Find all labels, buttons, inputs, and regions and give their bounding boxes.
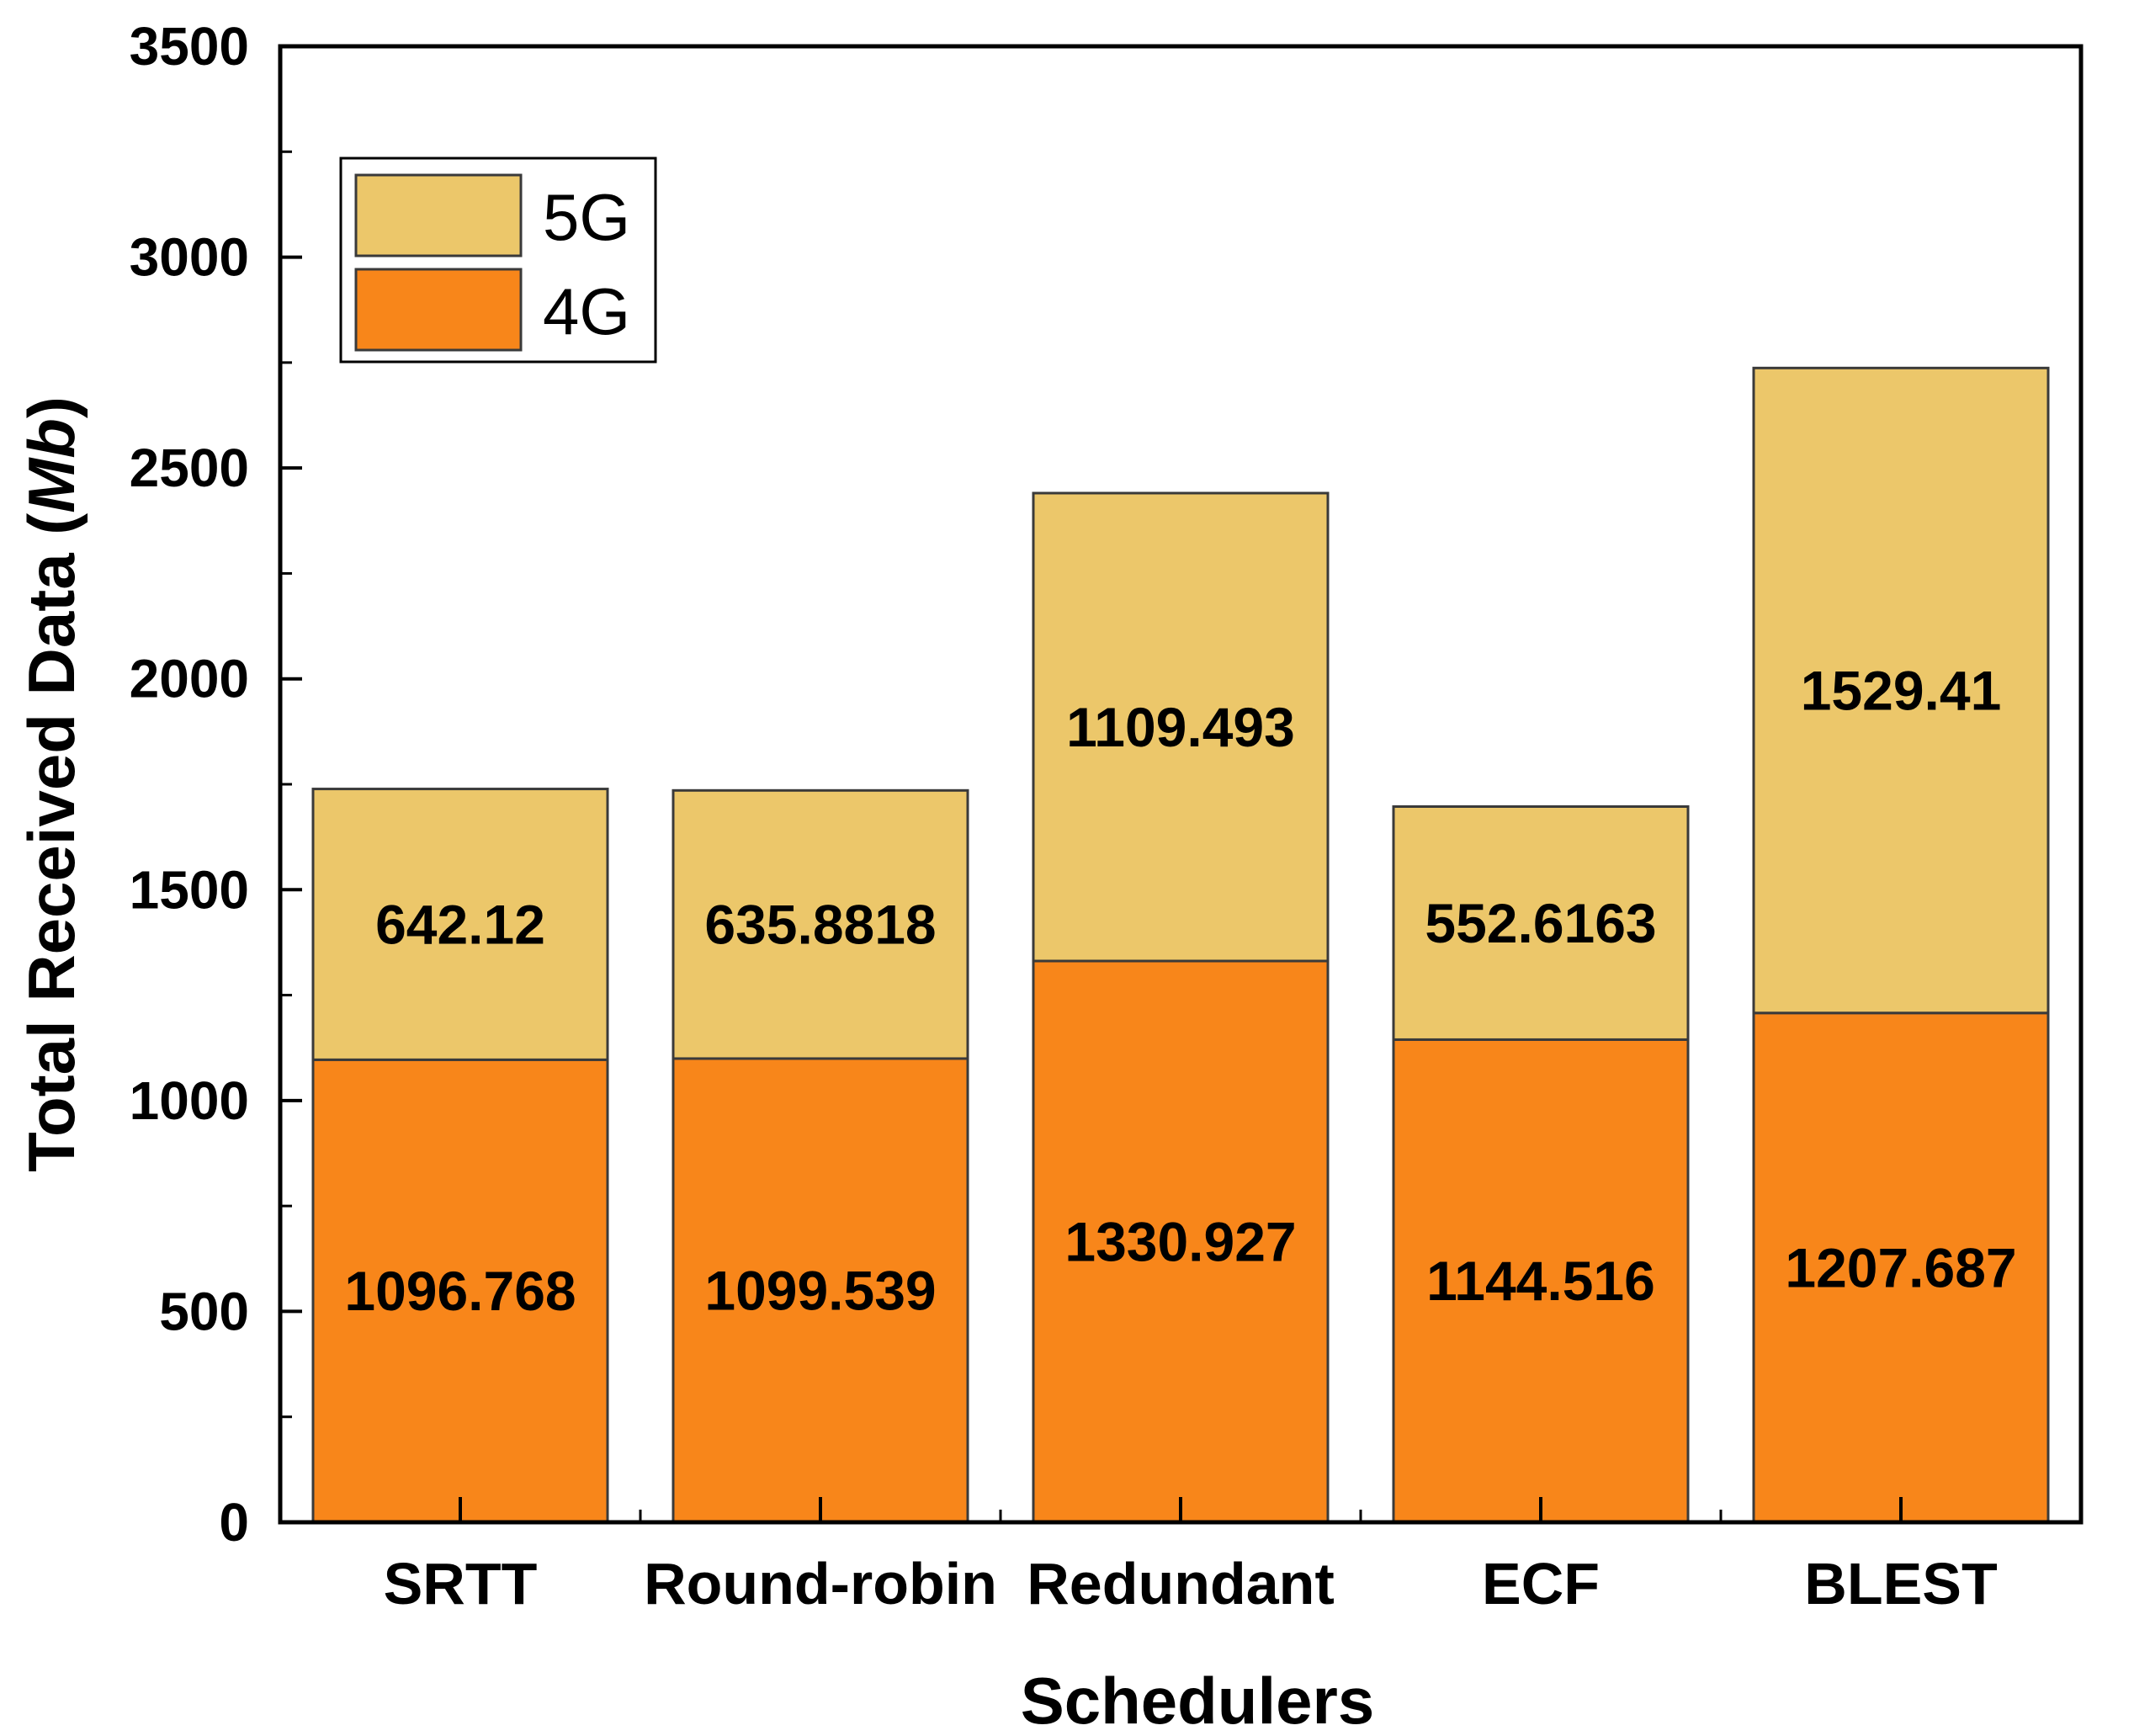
x-tick-label-round-robin: Round-robin	[644, 1551, 997, 1617]
y-tick-label-3000: 3000	[130, 227, 249, 288]
x-tick-label-ecf: ECF	[1482, 1551, 1600, 1617]
data-label-4g-ecf: 1144.516	[1426, 1250, 1655, 1312]
y-tick-label-3500: 3500	[130, 16, 249, 77]
data-label-4g-round-robin: 1099.539	[704, 1259, 936, 1321]
y-tick-label-1500: 1500	[130, 859, 249, 920]
legend-swatch-5g	[354, 173, 523, 257]
bar-5g-round-robin	[672, 788, 969, 1060]
data-label-4g-srtt: 1096.768	[344, 1260, 576, 1322]
legend: 5G 4G	[339, 157, 657, 364]
y-axis-title-unit: Mb	[14, 418, 88, 513]
x-tick-label-blest: BLEST	[1804, 1551, 1997, 1617]
bar-4g-srtt	[311, 1058, 609, 1524]
y-axis-title: Total Received Data (Mb)	[14, 396, 88, 1172]
legend-label-4g: 4G	[543, 274, 630, 348]
data-label-5g-srtt: 642.12	[375, 893, 545, 955]
data-label-5g-round-robin: 635.8818	[704, 894, 936, 956]
data-label-4g-blest: 1207.687	[1785, 1236, 2016, 1298]
y-axis-title-main: Total Received Data	[14, 553, 88, 1172]
y-tick-label-2500: 2500	[130, 438, 249, 498]
y-tick-label-0: 0	[219, 1492, 249, 1553]
legend-label-5g: 5G	[543, 180, 630, 254]
y-tick-label-2000: 2000	[130, 649, 249, 709]
bar-4g-redundant	[1032, 959, 1330, 1524]
data-label-5g-blest: 1529.41	[1801, 660, 2002, 722]
x-tick-label-redundant: Redundant	[1027, 1551, 1335, 1617]
plot-frame	[278, 44, 2084, 1525]
bar-4g-ecf	[1392, 1038, 1690, 1524]
x-tick-label-srtt: SRTT	[384, 1551, 538, 1617]
x-axis-title: Schedulers	[1021, 1664, 1375, 1736]
labels-layer: 1096.768 642.12 SRTT 1099.539 635.8818 Round-…	[130, 16, 2017, 1617]
bar-5g-ecf	[1392, 804, 1690, 1041]
y-tick-label-500: 500	[159, 1281, 249, 1341]
y-tick-label-1000: 1000	[130, 1070, 249, 1131]
data-label-5g-ecf: 552.6163	[1425, 892, 1656, 954]
bar-5g-blest	[1752, 366, 2050, 1015]
bar-5g-redundant	[1032, 491, 1330, 963]
legend-swatch-4g	[354, 268, 523, 352]
data-label-5g-redundant: 1109.493	[1066, 696, 1295, 758]
data-label-4g-redundant: 1330.927	[1064, 1211, 1296, 1273]
bar-5g-srtt	[311, 788, 609, 1061]
bars-layer	[311, 366, 2050, 1524]
